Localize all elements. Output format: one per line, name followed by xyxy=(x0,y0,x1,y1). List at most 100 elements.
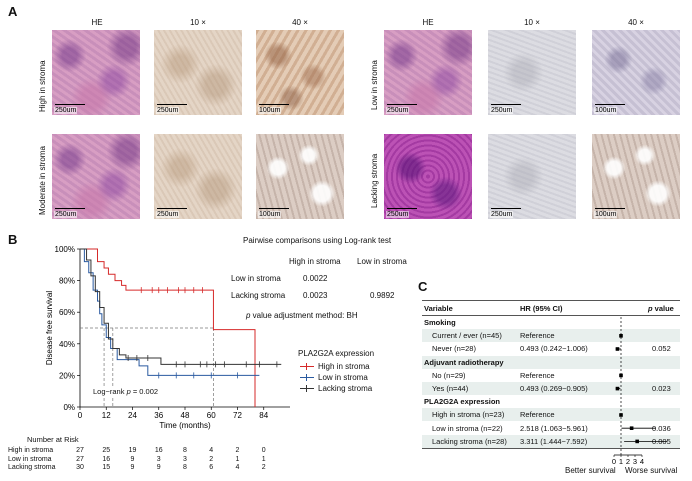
adjust-method: p value adjustment method: BH xyxy=(246,311,358,320)
forest-row-label: Current / ever (n=45) xyxy=(432,331,502,341)
forest-header-hr: HR (95% CI) xyxy=(520,304,563,313)
risk-cell: 27 xyxy=(76,455,84,463)
logrank-annotation: Log−rank p = 0.002 xyxy=(93,387,159,396)
legend-swatch xyxy=(300,374,314,382)
km-series-2 xyxy=(80,248,282,365)
risk-cell: 2 xyxy=(261,464,266,471)
legend-label: Lacking stroma xyxy=(318,384,373,393)
pairwise-title: Pairwise comparisons using Log-rank test xyxy=(243,236,392,245)
micrograph-moderate-he: 250um xyxy=(52,134,140,219)
forest-tick-label: 3 xyxy=(633,457,637,466)
pairwise-val-lacking-high: 0.0023 xyxy=(303,291,328,300)
micrograph-moderate-40x: 100um xyxy=(256,134,344,219)
km-x-tick-label: 24 xyxy=(128,411,137,420)
risk-cell: 3 xyxy=(156,455,161,463)
forest-point xyxy=(635,439,639,444)
km-y-tick-label: 20% xyxy=(59,371,75,380)
km-y-tick-label: 0% xyxy=(63,403,75,412)
forest-row: Adjuvant radiotherapy xyxy=(422,355,680,369)
micrograph-high-40x: 100um xyxy=(256,30,344,115)
forest-row: Smoking xyxy=(422,316,680,329)
legend-swatch xyxy=(300,385,314,393)
legend-label: Low in stroma xyxy=(318,373,368,382)
km-x-tick-label: 60 xyxy=(207,411,216,420)
risk-cell: 8 xyxy=(183,447,187,454)
row-label-lacking-stroma: Lacking stroma xyxy=(370,153,379,208)
km-x-label: Time (months) xyxy=(159,421,211,430)
pairwise-row-low: Low in stroma xyxy=(231,274,281,283)
worse-survival-label: Worse survival xyxy=(625,466,678,475)
forest-row-p: 0.023 xyxy=(652,384,671,393)
risk-cell: 6 xyxy=(209,464,214,471)
col-header-40x-right: 40 × xyxy=(628,18,644,27)
km-series-0 xyxy=(80,248,256,407)
km-x-tick-label: 36 xyxy=(154,411,163,420)
risk-cell: 9 xyxy=(156,464,161,471)
micrograph-lacking-40x: 100um xyxy=(592,134,680,219)
row-label-low-in-stroma: Low in stroma xyxy=(370,60,379,110)
forest-row: Never (n=28) 0.493 (0.242−1.006) 0.052 xyxy=(422,342,680,355)
forest-row-hr: Reference xyxy=(520,410,555,420)
forest-row: Yes (n=44) 0.493 (0.269−0.905) 0.023 xyxy=(422,382,680,395)
micrograph-low-he: 250um xyxy=(384,30,472,115)
risk-cell: 2 xyxy=(235,447,240,454)
km-x-tick-label: 48 xyxy=(181,411,190,420)
risk-cell: 8 xyxy=(183,464,187,471)
col-header-10x-left: 10 × xyxy=(190,18,206,27)
micrograph-low-40x: 100um xyxy=(592,30,680,115)
risk-cell: 4 xyxy=(235,464,240,471)
forest-row-hr: 0.493 (0.242−1.006) xyxy=(520,344,588,354)
forest-point xyxy=(619,373,623,378)
km-x-tick-label: 0 xyxy=(78,411,83,420)
forest-header: Variable HR (95% CI) p value xyxy=(422,302,680,315)
legend-item: Lacking stroma xyxy=(300,384,372,393)
panel-a-letter: A xyxy=(8,4,18,19)
row-label-moderate-in-stroma: Moderate in stroma xyxy=(38,146,47,215)
micrograph-low-10x: 250um xyxy=(488,30,576,115)
col-header-10x-right: 10 × xyxy=(524,18,540,27)
km-x-tick-label: 84 xyxy=(259,411,268,420)
forest-row: High in stroma (n=23) Reference xyxy=(422,408,680,422)
pairwise-col-high: High in stroma xyxy=(289,257,341,266)
forest-row-label: Lacking stroma (n=28) xyxy=(432,436,507,446)
forest-row-label: No (n=29) xyxy=(432,370,466,380)
forest-point xyxy=(619,413,623,417)
legend-label: High in stroma xyxy=(318,362,370,371)
risk-cell: 15 xyxy=(102,464,111,471)
pairwise-col-low: Low in stroma xyxy=(357,257,407,266)
row-label-high-in-stroma: High in stroma xyxy=(38,60,47,112)
km-series-1 xyxy=(80,248,260,376)
micrograph-lacking-he: 250um xyxy=(384,134,472,219)
forest-row-label: Smoking xyxy=(424,318,456,327)
risk-cell: 1 xyxy=(261,455,266,463)
risk-cell: 9 xyxy=(130,455,135,463)
km-y-tick-label: 100% xyxy=(55,245,75,254)
risk-cell: 16 xyxy=(154,447,163,454)
panel-b-letter: B xyxy=(8,232,18,247)
risk-cell: 16 xyxy=(102,455,111,463)
forest-tick-label: 2 xyxy=(626,457,630,466)
forest-row-hr: 0.493 (0.269−0.905) xyxy=(520,384,588,393)
forest-row-p: 0.036 xyxy=(652,423,671,433)
forest-point xyxy=(619,334,623,338)
pairwise-val-lacking-low: 0.9892 xyxy=(370,291,395,300)
forest-row-label: Low in stroma (n=22) xyxy=(432,423,503,433)
km-x-tick-label: 12 xyxy=(102,411,111,420)
forest-tick-label: 4 xyxy=(640,457,644,466)
forest-row: No (n=29) Reference xyxy=(422,369,680,382)
forest-row-label: Adjuvant radiotherapy xyxy=(424,357,504,367)
risk-cell: 25 xyxy=(102,447,111,454)
forest-point xyxy=(629,426,634,430)
forest-row-hr: 2.518 (1.063−5.961) xyxy=(520,423,588,433)
legend-item: Low in stroma xyxy=(300,373,368,382)
risk-cell: 2 xyxy=(209,455,214,463)
pairwise-val-low-high: 0.0022 xyxy=(303,274,328,283)
legend-swatch xyxy=(300,363,314,371)
forest-row-p: 0.052 xyxy=(652,344,671,354)
forest-point xyxy=(615,347,620,351)
forest-row-hr: Reference xyxy=(520,370,555,380)
panel-c-letter: C xyxy=(418,279,428,294)
risk-cell: 0 xyxy=(261,447,266,454)
forest-tick-label: 1 xyxy=(619,457,623,466)
